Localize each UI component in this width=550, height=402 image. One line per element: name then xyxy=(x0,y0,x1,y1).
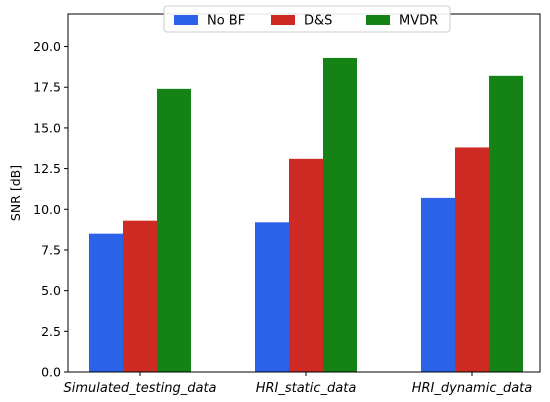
y-tick-label: 5.0 xyxy=(41,283,61,298)
y-tick-label: 7.5 xyxy=(41,242,61,257)
x-tick-label: HRI_static_data xyxy=(256,381,357,396)
bar-d-s-2 xyxy=(455,147,489,372)
legend-label: D&S xyxy=(304,14,332,29)
bar-no-bf-1 xyxy=(255,222,289,372)
y-axis-label: SNR [dB] xyxy=(8,165,23,221)
legend: No BF D&S MVDR xyxy=(163,5,451,33)
legend-label: No BF xyxy=(207,14,245,29)
legend-swatch xyxy=(174,15,198,25)
x-tick-label: HRI_dynamic_data xyxy=(412,381,533,396)
x-axis: Simulated_testing_data HRI_static_data HRI… xyxy=(63,372,532,396)
x-tick-label: Simulated_testing_data xyxy=(63,381,216,396)
y-tick-label: 0.0 xyxy=(41,365,61,380)
legend-box xyxy=(163,5,451,33)
y-tick-label: 20.0 xyxy=(33,39,61,54)
y-tick-label: 15.0 xyxy=(33,120,61,135)
legend-swatch xyxy=(271,15,295,25)
y-axis: 0.0 2.5 5.0 7.5 10.0 12.5 15.0 17.5 20.0 xyxy=(33,39,68,380)
bar-d-s-1 xyxy=(289,158,323,372)
bars-layer xyxy=(89,57,523,372)
bar-no-bf-0 xyxy=(89,233,123,372)
bar-mvdr-1 xyxy=(323,57,357,372)
y-tick-label: 2.5 xyxy=(41,324,61,339)
legend-label: MVDR xyxy=(399,14,438,29)
bar-mvdr-0 xyxy=(157,88,191,372)
legend-swatch xyxy=(366,15,390,25)
bar-mvdr-2 xyxy=(489,75,523,372)
bar-d-s-0 xyxy=(123,220,157,372)
y-tick-label: 12.5 xyxy=(33,161,61,176)
y-tick-label: 17.5 xyxy=(33,80,61,95)
bar-no-bf-2 xyxy=(421,197,455,372)
y-tick-label: 10.0 xyxy=(33,202,61,217)
